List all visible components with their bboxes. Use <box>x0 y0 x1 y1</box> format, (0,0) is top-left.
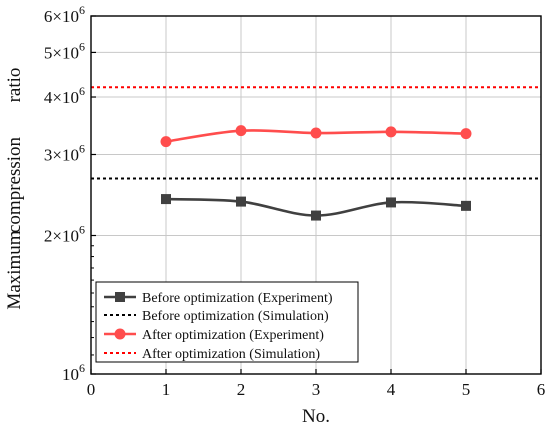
x-tick-label: 2 <box>237 380 246 399</box>
legend-swatch-marker <box>114 328 126 340</box>
y-tick-label: 2×106 <box>44 223 85 246</box>
series-0-point <box>311 210 321 221</box>
y-tick-base: 5×10 <box>44 43 79 62</box>
y-axis-label-word-2: compression <box>4 136 25 233</box>
x-axis-label: No. <box>302 406 330 427</box>
y-tick-label: 106 <box>62 361 85 384</box>
y-axis-label-word-3: ratio <box>4 68 25 103</box>
axis-labels: No. Maximum compression ratio <box>4 68 330 427</box>
y-tick-exponent: 6 <box>79 141 85 155</box>
y-tick-label: 3×106 <box>44 141 85 164</box>
y-tick-label: 5×106 <box>44 39 85 62</box>
series-2-point <box>160 136 172 148</box>
legend-label: Before optimization (Experiment) <box>142 291 333 306</box>
series-2-point <box>385 126 397 138</box>
x-tick-label: 4 <box>387 380 396 399</box>
series-2-point <box>460 128 472 140</box>
x-tick-label: 5 <box>462 380 471 399</box>
y-tick-base: 2×10 <box>44 227 79 246</box>
y-tick-base: 10 <box>62 365 79 384</box>
y-tick-exponent: 6 <box>79 223 85 237</box>
y-tick-exponent: 6 <box>79 84 85 98</box>
y-tick-exponent: 6 <box>79 361 85 375</box>
legend-label: After optimization (Simulation) <box>142 347 320 362</box>
x-tick-label: 0 <box>87 380 96 399</box>
legend-box <box>95 281 359 363</box>
x-tick-label: 6 <box>537 380 546 399</box>
series-2-point <box>235 125 247 137</box>
y-tick-base: 4×10 <box>44 88 79 107</box>
legend-label: Before optimization (Simulation) <box>142 309 329 324</box>
series-0-point <box>236 196 246 207</box>
x-tick-label: 3 <box>312 380 321 399</box>
x-tick-label: 1 <box>162 380 171 399</box>
plot-frame <box>90 15 542 375</box>
y-tick-label: 4×106 <box>44 84 85 107</box>
legend-swatch-marker <box>115 292 125 302</box>
y-tick-base: 3×10 <box>44 145 79 164</box>
series-0-point <box>461 200 471 211</box>
legend: Before optimization (Experiment) Before o… <box>95 281 359 363</box>
series-0-point <box>386 197 396 208</box>
series-layer <box>91 86 541 221</box>
legend-label: After optimization (Experiment) <box>142 328 324 343</box>
y-tick-base: 6×10 <box>44 7 79 26</box>
y-tick-exponent: 6 <box>79 39 85 53</box>
y-axis-label-word-1: Maximum <box>4 230 25 309</box>
y-tick-label: 6×106 <box>44 3 85 26</box>
y-tick-exponent: 6 <box>79 3 85 17</box>
series-0-point <box>161 194 171 205</box>
series-2-point <box>310 127 322 139</box>
